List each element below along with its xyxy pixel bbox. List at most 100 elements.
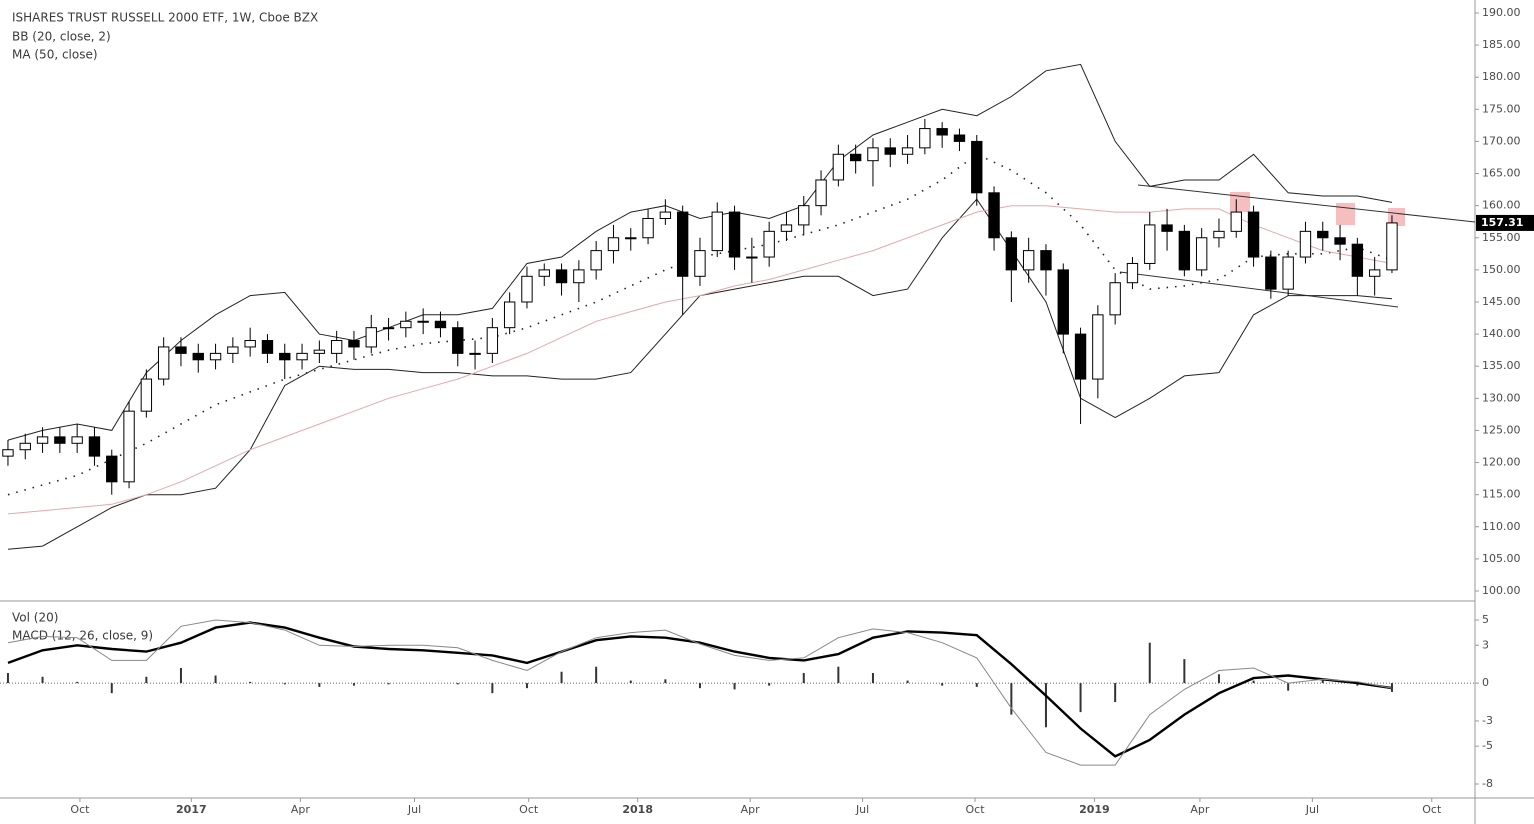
candle-body	[417, 320, 429, 323]
y-tick-label: 105.00	[1482, 552, 1521, 565]
candle-body	[849, 153, 862, 162]
y-tick-label: 150.00	[1482, 263, 1521, 276]
candle-body	[382, 327, 395, 330]
candle-body	[157, 346, 170, 380]
candle-body	[123, 410, 135, 483]
candle-body	[901, 147, 914, 155]
y-tick-label: 180.00	[1482, 70, 1521, 83]
candle-body	[469, 352, 481, 355]
candle-body	[2, 449, 14, 457]
candle-body	[1057, 269, 1069, 335]
trendline	[1119, 271, 1399, 308]
candle-body	[642, 217, 654, 239]
macd-line	[7, 621, 1393, 758]
y-tick-label: 130.00	[1482, 391, 1521, 404]
x-tick-label: 2018	[622, 803, 653, 816]
y-tick-label: 135.00	[1482, 359, 1521, 372]
y-tick-label: 165.00	[1482, 167, 1521, 180]
candle-body	[538, 269, 550, 277]
candle-body	[936, 128, 948, 136]
y-tick-label: 100.00	[1482, 584, 1521, 597]
candle-body	[261, 340, 274, 354]
candle-body	[88, 436, 101, 457]
candle-body	[1092, 314, 1104, 380]
candle-body	[279, 352, 291, 361]
candle-body	[209, 352, 222, 361]
y-tick-label: -5	[1482, 739, 1493, 752]
candle-body	[867, 147, 879, 162]
candle-body	[815, 179, 827, 207]
macd-line	[7, 619, 1393, 766]
y-tick-label: 155.00	[1482, 231, 1521, 244]
candle-body	[971, 140, 983, 194]
x-tick-label: Jul	[407, 803, 421, 816]
overlay-line	[7, 205, 1393, 515]
overlay-line	[7, 63, 1393, 441]
candle-body	[573, 269, 585, 284]
chart-title: ISHARES TRUST RUSSELL 2000 ETF, 1W, Cboe…	[12, 11, 318, 25]
y-tick-label: 185.00	[1482, 38, 1521, 51]
candle-body	[313, 349, 326, 354]
trendline	[1137, 184, 1476, 223]
x-tick-label: Apr	[1190, 803, 1210, 816]
candle-body	[1074, 333, 1087, 380]
y-tick-label: 170.00	[1482, 134, 1521, 147]
candle-body	[1005, 237, 1018, 271]
candle-body	[711, 211, 723, 252]
candle-body	[953, 134, 966, 142]
candle-body	[54, 436, 66, 444]
candle-body	[1161, 224, 1173, 232]
candle-body	[625, 237, 637, 240]
x-tick-label: Oct	[519, 803, 539, 816]
candle-body	[486, 327, 499, 354]
y-tick-label: 175.00	[1482, 102, 1521, 115]
candle-body	[434, 320, 447, 329]
y-tick-label: 140.00	[1482, 327, 1521, 340]
candle-body	[1178, 230, 1191, 271]
candle-body	[106, 455, 118, 483]
y-tick-label: -8	[1482, 777, 1493, 790]
candle-body	[36, 436, 49, 444]
candle-body	[503, 301, 516, 329]
candle-body	[676, 211, 689, 277]
y-tick-label: 190.00	[1482, 6, 1521, 19]
candle-body	[1144, 224, 1156, 264]
candle-body	[1351, 243, 1364, 277]
candle-body	[1386, 222, 1398, 271]
indicator-label: BB (20, close, 2)	[12, 30, 111, 44]
candle-body	[1109, 282, 1121, 316]
candle-body	[175, 346, 187, 354]
indicator-label: Vol (20)	[12, 611, 58, 625]
x-tick-label: Oct	[1422, 803, 1442, 816]
candle-body	[452, 327, 464, 354]
y-tick-label: 110.00	[1482, 520, 1521, 533]
candle-body	[919, 128, 931, 149]
candle-body	[244, 340, 256, 348]
candle-body	[832, 153, 845, 181]
candle-body	[763, 230, 775, 258]
candle-body	[140, 378, 153, 412]
y-tick-label: 0	[1482, 676, 1489, 689]
x-tick-label: Oct	[70, 803, 90, 816]
candle-body	[555, 269, 568, 284]
candle-body	[1299, 230, 1312, 258]
candle-body	[659, 211, 672, 219]
candle-body	[296, 352, 308, 361]
candle-body	[1040, 250, 1052, 271]
candle-body	[1368, 269, 1381, 277]
candle-body	[19, 442, 31, 451]
x-tick-label: Apr	[741, 803, 761, 816]
last-price-box	[1476, 214, 1534, 231]
candle-body	[1265, 256, 1277, 290]
y-tick-label: 145.00	[1482, 295, 1521, 308]
indicator-label: MA (50, close)	[12, 48, 98, 62]
x-tick-label: 2017	[176, 803, 207, 816]
y-tick-label: 125.00	[1482, 423, 1521, 436]
candle-body	[1213, 230, 1225, 239]
candle-body	[1022, 250, 1035, 271]
candle-body	[988, 192, 1000, 239]
candle-body	[746, 256, 758, 259]
